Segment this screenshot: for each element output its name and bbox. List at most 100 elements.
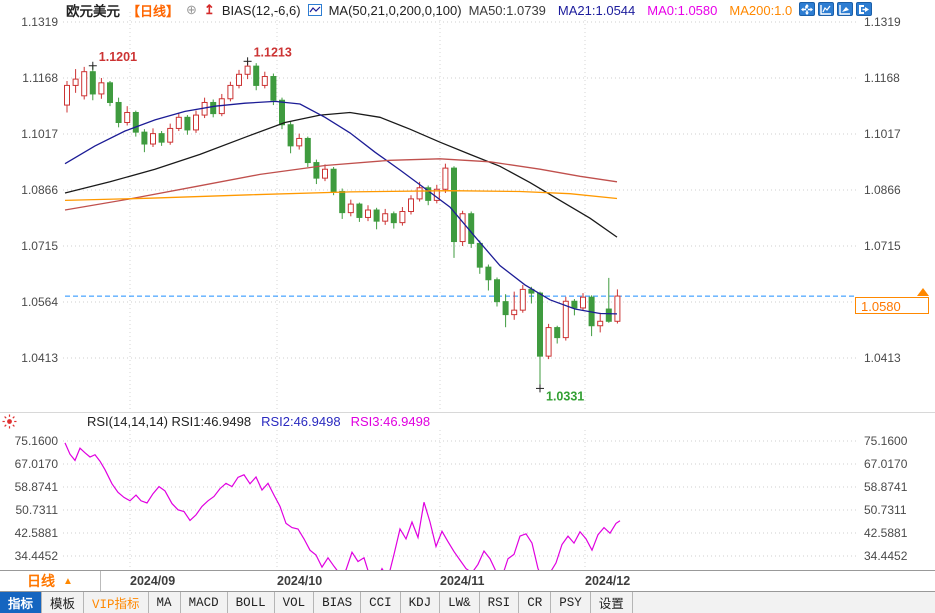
exit-icon[interactable] [856,2,872,16]
ma-values: MA50:1.0739 MA21:1.0544 MA0:1.0580 MA200:1.… [469,3,793,18]
candle-body [210,101,217,115]
axis-tick-label: 1.0866 [864,183,901,197]
candle-body [261,76,268,86]
price-annotation: 1.1213 [254,45,292,59]
date-label: 2024/09 [130,574,176,588]
tab-KDJ[interactable]: KDJ [401,592,441,613]
indicator-tabbar: 指标 模板 VIP指标 MA MACD BOLL VOL BIAS CCI KDJ LW& RSI CR… [0,591,935,613]
axis-tick-label: 1.0715 [864,239,901,253]
tab-模板[interactable]: 模板 [42,592,85,613]
indicator-settings-icon[interactable] [2,414,17,429]
candle-body [356,203,363,218]
candle-body [605,308,612,322]
candle-body [322,168,328,179]
candle-body [227,84,234,100]
candle-body [571,300,578,309]
candle-body [494,279,500,303]
candle-body [167,127,174,143]
axis-tick-label: 1.1017 [864,127,901,141]
tab-LW&[interactable]: LW& [440,592,480,613]
indicator-chart-icon[interactable] [837,2,853,16]
tab-PSY[interactable]: PSY [551,592,591,613]
ma-value-label: MA50:1.0739 [468,2,546,18]
candle-body [89,71,96,95]
link-icon[interactable]: ⊕ [186,2,197,17]
ma-value-label: MA0:1.0580 [647,2,718,18]
candle-body [98,82,105,95]
candle-body [442,167,449,190]
axis-tick-label: 1.1168 [22,71,58,85]
ma-line-MA100 [64,158,618,211]
axis-tick-label: 42.5881 [864,526,908,540]
chart-toolbar [799,2,872,16]
tab-BIAS[interactable]: BIAS [314,592,362,613]
chart-header: 欧元美元 【日线】 ⊕ ↥ BIAS(12,-6,6) MA(50,21,0,2… [66,1,792,19]
rsi3-legend: RSI3:46.9498 [350,414,431,429]
tab-VIP指标[interactable]: VIP指标 [84,592,149,613]
ma-line-MA21 [64,100,618,315]
candle-body [485,266,492,281]
candle-body [554,327,561,339]
tab-MA[interactable]: MA [149,592,181,613]
candle-body [141,131,148,145]
axis-tick-label: 1.0413 [864,351,901,365]
tab-设置[interactable]: 设置 [591,592,633,613]
candle-body [562,300,569,339]
axis-tick-label: 67.0170 [14,457,58,471]
candle-body [150,133,156,145]
candle-body [511,309,518,316]
axis-tick-label: 1.0715 [21,239,58,253]
tab-CCI[interactable]: CCI [361,592,401,613]
candle-body [184,116,191,131]
axis-tick-label: 67.0170 [864,457,908,471]
candle-body [399,211,406,224]
price-up-triangle-icon [917,288,929,296]
candle-body [115,101,122,124]
rsi-header: RSI(14,14,14) RSI1:46.9498 RSI2:46.9498 … [2,414,430,429]
candle-body [468,213,475,244]
ma-line-MA50 [64,111,618,238]
axis-tick-label: 75.1600 [864,434,908,448]
move-icon[interactable] [799,2,815,16]
rsi-line [64,442,621,570]
candle-body [347,203,354,214]
candle-body [339,190,346,214]
axis-tick-label: 58.8741 [864,480,908,494]
ma-value-label: MA200:1.0 [729,2,793,18]
candle-body [72,78,79,86]
candle-body [193,114,199,131]
period-selector-label: 日线 [27,573,56,589]
ma-chart-icon[interactable] [307,4,322,16]
tab-RSI[interactable]: RSI [480,592,520,613]
candle-body [614,295,621,322]
tab-BOLL[interactable]: BOLL [228,592,275,613]
bias-legend: BIAS(12,-6,6) [221,2,301,18]
period-selector[interactable]: 日线 ▲ [0,571,101,591]
period-up-arrow-icon: ▲ [63,575,73,587]
candle-body [537,292,543,357]
axis-tick-label: 1.1319 [21,15,58,29]
candle-body [158,133,165,143]
rsi1-legend: RSI(14,14,14) RSI1:46.9498 [87,414,252,429]
candle-body [373,209,380,222]
tab-指标[interactable]: 指标 [0,592,43,613]
pin-up-arrow-icon[interactable]: ↥ [203,2,215,17]
tab-MACD[interactable]: MACD [181,592,228,613]
candle-body [287,124,294,147]
candle-body [132,111,139,133]
axis-tick-label: 1.0564 [21,295,58,309]
candle-body [313,162,320,179]
ma-value-label: MA21:1.0544 [557,2,636,18]
scale-chart-icon[interactable] [818,2,834,16]
tab-VOL[interactable]: VOL [275,592,315,613]
date-label: 2024/12 [585,574,631,588]
date-label: 2024/10 [277,574,323,588]
candle-body [304,137,311,164]
tab-CR[interactable]: CR [519,592,552,613]
candle-body [459,213,466,243]
axis-tick-label: 75.1600 [14,434,58,448]
candle-body [64,84,70,106]
axis-tick-label: 1.1017 [21,127,58,141]
axis-tick-label: 58.8741 [14,480,58,494]
